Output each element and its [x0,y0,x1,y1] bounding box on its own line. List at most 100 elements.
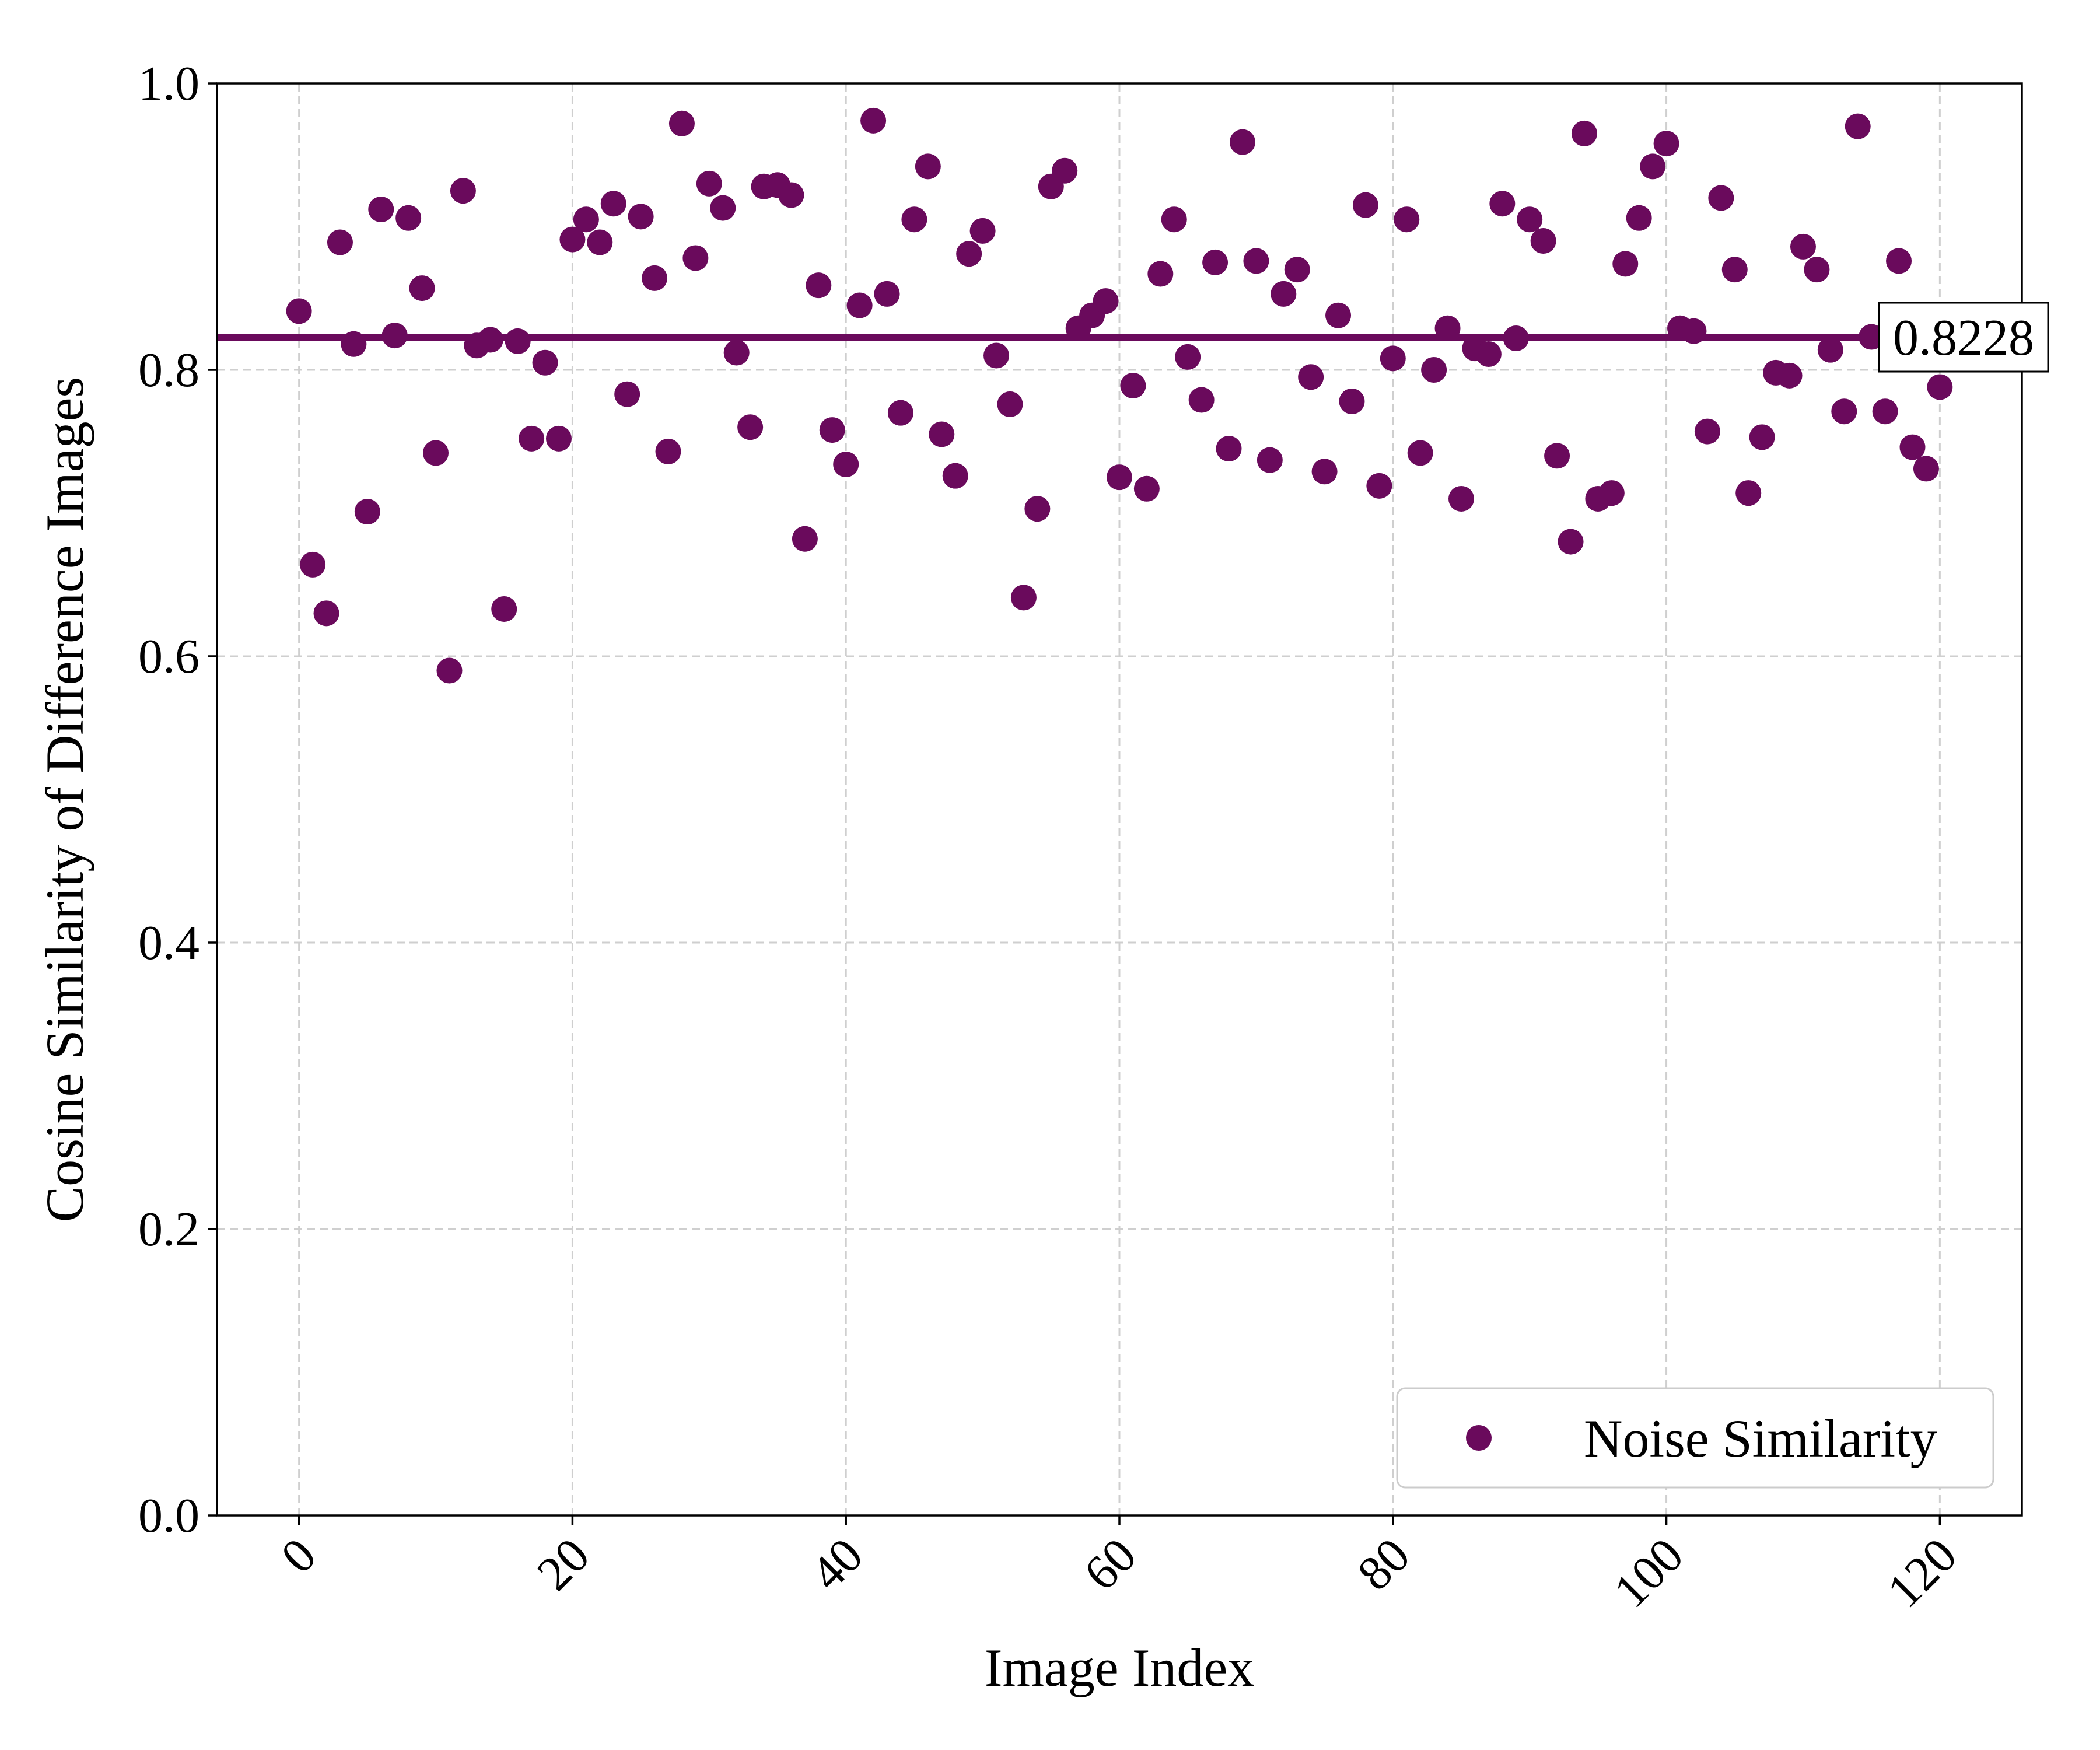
y-tick-label: 0.4 [138,916,200,970]
data-point [1024,496,1051,522]
data-point [1352,192,1378,218]
data-point [1010,584,1037,611]
data-point [1708,185,1734,211]
data-point [1721,257,1748,283]
x-tick-label: 100 [1604,1528,1694,1618]
data-point [1339,388,1365,415]
data-point [532,349,558,376]
data-point [505,328,531,354]
data-point [368,197,394,223]
data-point [327,229,353,256]
data-point [710,195,736,221]
grid-layer [217,82,2022,1517]
data-point [1107,464,1132,491]
y-tick-label: 0.6 [138,629,200,684]
data-point [313,600,340,626]
data-point [1859,324,1885,350]
x-tick-label: 40 [800,1528,873,1601]
data-point [792,526,818,552]
data-point [573,206,599,233]
data-point [929,421,955,447]
x-axis-title: Image Index [985,1638,1254,1698]
data-point [984,342,1010,369]
data-point [806,272,832,299]
x-tick-label: 80 [1348,1528,1420,1601]
data-point [655,438,681,464]
data-point [970,218,996,244]
data-point [545,425,572,452]
data-point [1133,475,1160,502]
data-point [1407,440,1433,466]
data-point [956,241,982,267]
data-point [1366,473,1392,499]
y-tick-label: 0.0 [138,1489,200,1543]
data-point [737,414,764,440]
legend-label: Noise Similarity [1584,1409,1937,1468]
data-point [382,323,408,349]
data-point [600,191,626,217]
data-point [1175,344,1201,370]
data-point [1052,158,1078,184]
data-point [901,206,928,233]
x-tick-label: 0 [271,1528,326,1583]
legend-box [1396,1387,1994,1489]
data-point [423,440,449,466]
data-point [1202,249,1228,275]
data-point [1790,233,1816,260]
data-point [1434,315,1461,341]
data-point [1120,373,1146,399]
data-point [1284,257,1310,283]
data-point [1216,436,1242,462]
data-point [1517,206,1543,233]
data-point [519,425,545,452]
data-point [396,205,422,231]
data-point [628,204,654,230]
data-point [1161,206,1187,233]
data-point [1188,387,1214,413]
data-point [1899,434,1926,460]
data-point [559,226,586,253]
data-point [1558,528,1584,555]
data-point [1804,257,1830,283]
x-tick-label: 120 [1877,1528,1968,1618]
data-point [436,657,463,684]
x-tick-label: 20 [527,1528,600,1601]
data-point [1394,206,1420,233]
points-layer [286,107,1953,684]
data-point [1243,248,1269,274]
annotation-layer: 0.8228 [1878,302,2049,373]
data-point [1298,364,1324,390]
data-point [1913,456,1939,482]
data-point [1831,398,1857,425]
data-point [1640,153,1666,180]
data-point [1598,480,1625,506]
data-point [915,153,941,180]
data-point [1380,345,1406,372]
data-point [491,596,517,622]
x-tick-label: 60 [1074,1528,1147,1601]
data-point [1749,424,1775,450]
data-point [1735,480,1762,506]
data-point [587,229,613,256]
data-point [997,391,1023,417]
y-axis-title: Cosine Similarity of Difference Images [35,377,94,1222]
data-point [1681,318,1707,344]
data-point [1845,113,1871,139]
data-point [1571,120,1597,146]
data-point [723,340,750,366]
data-point [1503,325,1529,351]
data-point [942,463,968,489]
y-tick-label: 0.2 [138,1202,200,1256]
data-point [1489,191,1516,217]
data-point [682,245,709,271]
data-point [860,107,887,134]
frame-layer [216,82,2023,1517]
data-point [1256,447,1283,473]
data-point [1886,248,1912,274]
data-point [887,400,914,426]
data-point [846,292,873,318]
data-point [409,275,435,302]
data-point [1448,485,1474,512]
data-point [1530,228,1556,254]
